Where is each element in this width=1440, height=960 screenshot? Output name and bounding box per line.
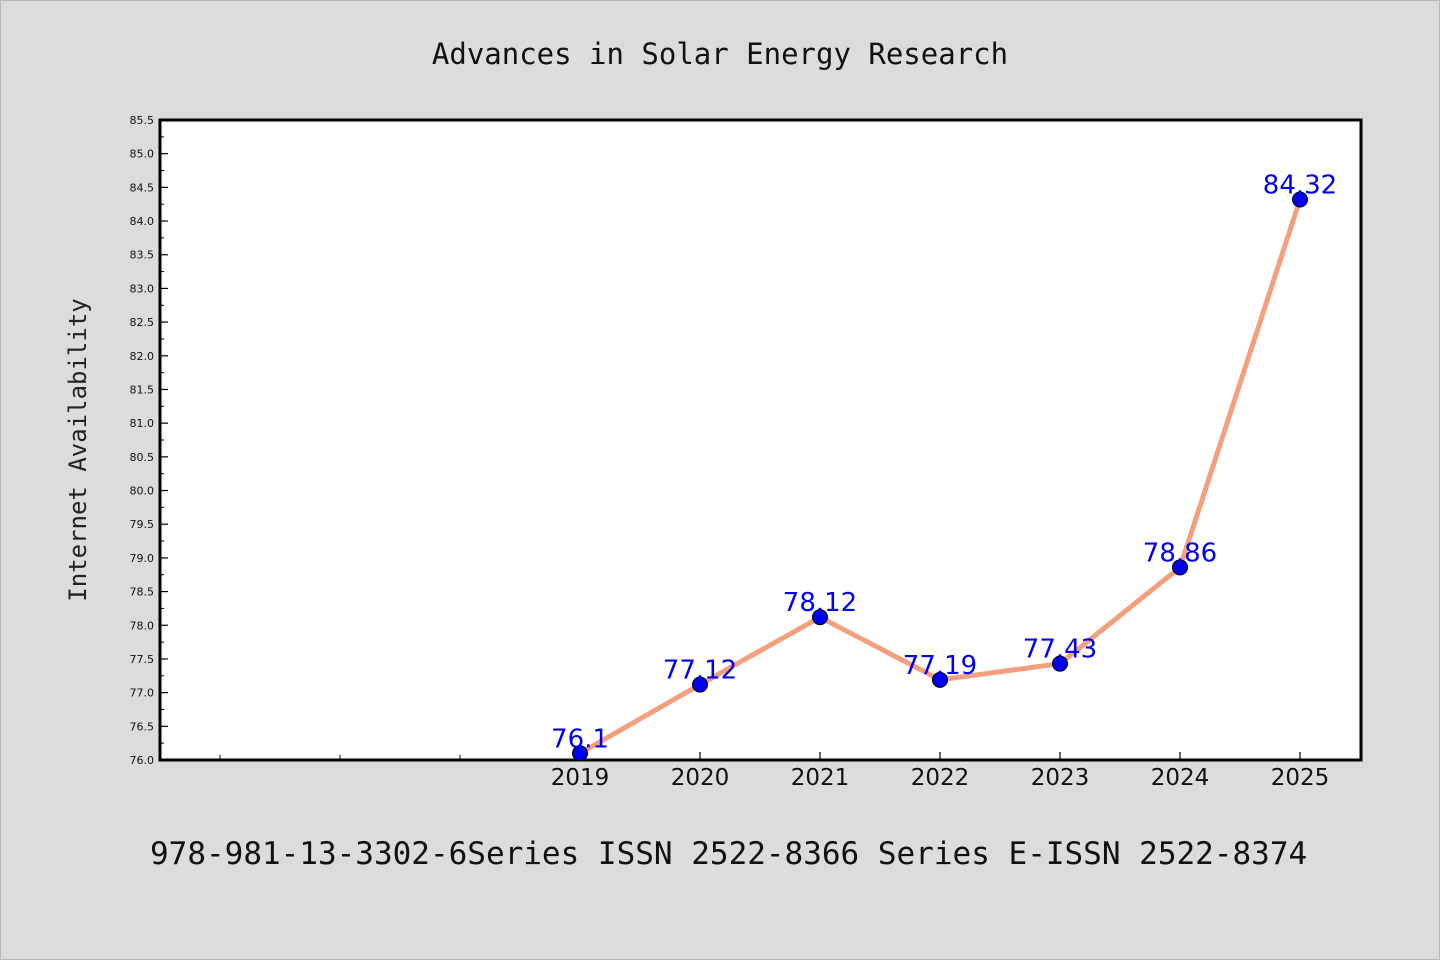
x-tick-label: 2023 bbox=[1031, 765, 1090, 791]
y-tick-label: 85.5 bbox=[130, 114, 155, 127]
y-tick-label: 84.5 bbox=[130, 181, 155, 194]
y-tick-label: 79.0 bbox=[130, 552, 155, 565]
y-tick-label: 83.5 bbox=[130, 249, 155, 262]
y-tick-label: 77.0 bbox=[130, 687, 155, 700]
data-point bbox=[812, 609, 828, 626]
series-markers bbox=[572, 191, 1308, 762]
y-tick-label: 80.0 bbox=[130, 485, 155, 498]
y-tick-label: 82.0 bbox=[130, 350, 155, 363]
data-point bbox=[1292, 191, 1308, 208]
y-tick-label: 79.5 bbox=[130, 518, 155, 531]
y-tick-label: 83.0 bbox=[130, 282, 155, 295]
data-point bbox=[572, 745, 588, 762]
x-tick-label: 2020 bbox=[671, 765, 730, 791]
x-tick-label: 2021 bbox=[791, 765, 850, 791]
y-axis: 76.0 76.5 77.0 77.5 78.0 78.5 79.0 79.5 80.0 80.5… bbox=[130, 114, 168, 767]
y-tick-label: 78.5 bbox=[130, 586, 155, 599]
y-tick-label: 82.5 bbox=[130, 316, 155, 329]
y-tick-label: 85.0 bbox=[130, 148, 155, 161]
x-tick-label: 2024 bbox=[1151, 765, 1210, 791]
y-tick-label: 84.0 bbox=[130, 215, 155, 228]
y-tick-label: 78.0 bbox=[130, 619, 155, 632]
data-label: 78.86 bbox=[1143, 538, 1217, 568]
x-axis: 2019 2020 2021 2022 2023 2024 2025 bbox=[219, 752, 1330, 791]
data-label: 77.19 bbox=[903, 651, 977, 681]
data-point bbox=[1052, 655, 1068, 672]
x-tick-label: 2019 bbox=[551, 765, 610, 791]
y-tick-label: 76.5 bbox=[130, 720, 155, 733]
x-tick-label: 2022 bbox=[911, 765, 970, 791]
data-label: 77.12 bbox=[663, 656, 737, 686]
y-axis-label: Internet Availability bbox=[64, 298, 92, 601]
y-tick-label: 81.0 bbox=[130, 417, 155, 430]
y-tick-label: 77.5 bbox=[130, 653, 155, 666]
x-tick-label: 2025 bbox=[1271, 765, 1330, 791]
y-tick-label: 76.0 bbox=[130, 754, 155, 767]
footer-text: 978-981-13-3302-6Series ISSN 2522-8366 S… bbox=[150, 836, 1307, 872]
y-tick-label: 81.5 bbox=[130, 383, 155, 396]
chart-title: Advances in Solar Energy Research bbox=[432, 37, 1008, 71]
data-label: 77.43 bbox=[1023, 635, 1097, 665]
data-labels: 76.1 77.12 78.12 77.19 77.43 78.86 84.32 bbox=[551, 170, 1337, 754]
data-point bbox=[932, 671, 948, 688]
plot-area bbox=[158, 118, 1363, 762]
data-point bbox=[1172, 559, 1188, 576]
data-label: 78.12 bbox=[783, 588, 857, 618]
y-tick-label: 80.5 bbox=[130, 451, 155, 464]
data-point bbox=[692, 676, 708, 693]
data-label: 76.1 bbox=[551, 724, 609, 754]
data-label: 84.32 bbox=[1263, 170, 1337, 200]
